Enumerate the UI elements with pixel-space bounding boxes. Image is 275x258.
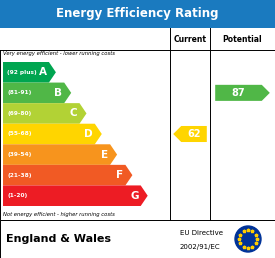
Text: D: D xyxy=(84,129,93,139)
Text: Not energy efficient - higher running costs: Not energy efficient - higher running co… xyxy=(3,212,115,217)
Text: 87: 87 xyxy=(232,88,245,98)
Text: 2002/91/EC: 2002/91/EC xyxy=(180,244,221,250)
Polygon shape xyxy=(173,126,207,142)
Polygon shape xyxy=(3,103,87,124)
Polygon shape xyxy=(3,124,102,144)
Bar xyxy=(0,0,275,28)
Text: Energy Efficiency Rating: Energy Efficiency Rating xyxy=(56,7,219,20)
Bar xyxy=(0,220,275,258)
Text: F: F xyxy=(116,170,123,180)
Polygon shape xyxy=(3,186,148,206)
Text: (39-54): (39-54) xyxy=(7,152,31,157)
Polygon shape xyxy=(3,83,71,103)
Text: (21-38): (21-38) xyxy=(7,173,32,178)
Text: Current: Current xyxy=(174,35,207,44)
Circle shape xyxy=(235,226,261,252)
Text: Potential: Potential xyxy=(223,35,262,44)
Polygon shape xyxy=(3,62,56,83)
Text: EU Directive: EU Directive xyxy=(180,230,223,236)
Text: Very energy efficient - lower running costs: Very energy efficient - lower running co… xyxy=(3,51,115,56)
Text: A: A xyxy=(39,67,47,77)
Polygon shape xyxy=(3,165,132,186)
Text: E: E xyxy=(101,150,108,159)
Text: G: G xyxy=(130,191,139,201)
Polygon shape xyxy=(3,144,117,165)
Text: (55-68): (55-68) xyxy=(7,132,32,136)
Text: B: B xyxy=(54,88,62,98)
Polygon shape xyxy=(215,85,270,101)
Text: 62: 62 xyxy=(187,129,201,139)
Bar xyxy=(0,28,275,50)
Text: (1-20): (1-20) xyxy=(7,193,27,198)
Text: England & Wales: England & Wales xyxy=(6,234,111,244)
Text: (69-80): (69-80) xyxy=(7,111,31,116)
Text: (81-91): (81-91) xyxy=(7,90,31,95)
Text: C: C xyxy=(70,108,78,118)
Text: (92 plus): (92 plus) xyxy=(7,70,37,75)
Bar xyxy=(0,28,275,220)
